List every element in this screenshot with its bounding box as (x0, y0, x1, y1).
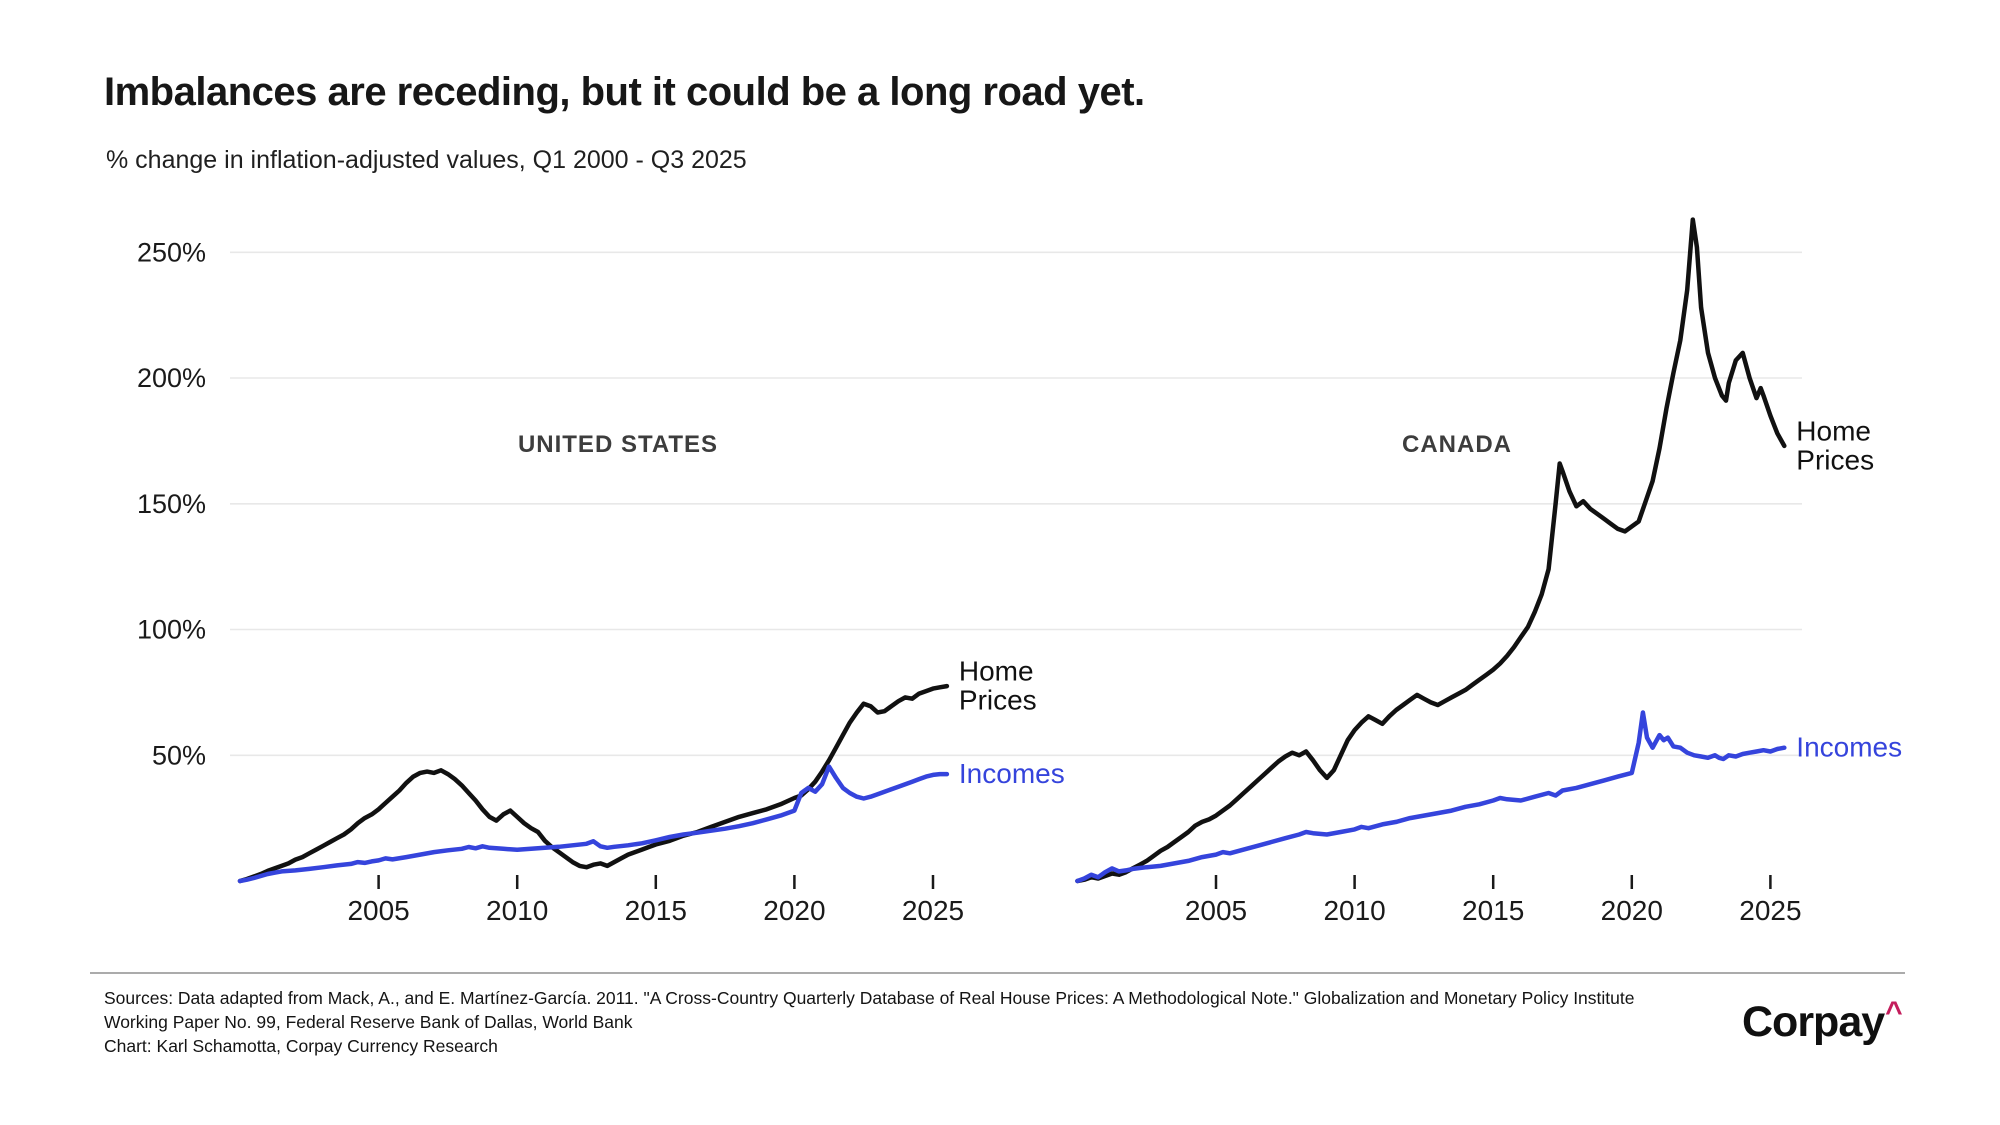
svg-text:2020: 2020 (1601, 895, 1663, 926)
footer-credit-line: Chart: Karl Schamotta, Corpay Currency R… (104, 1036, 498, 1056)
svg-text:2005: 2005 (347, 895, 409, 926)
svg-text:Home: Home (959, 656, 1034, 687)
svg-text:50%: 50% (152, 740, 206, 770)
svg-text:UNITED STATES: UNITED STATES (518, 431, 718, 458)
svg-text:2010: 2010 (1323, 895, 1385, 926)
corpay-logo: Corpay^ (1742, 996, 1903, 1047)
svg-text:250%: 250% (137, 237, 206, 267)
svg-text:Incomes: Incomes (959, 758, 1065, 789)
svg-text:2025: 2025 (1739, 895, 1801, 926)
footer-separator (90, 972, 1905, 974)
svg-text:2020: 2020 (763, 895, 825, 926)
logo-caret: ^ (1885, 996, 1903, 1029)
svg-text:150%: 150% (137, 489, 206, 519)
svg-text:Incomes: Incomes (1796, 732, 1902, 763)
svg-text:2005: 2005 (1185, 895, 1247, 926)
svg-text:Prices: Prices (1796, 444, 1874, 475)
svg-text:Prices: Prices (959, 685, 1037, 716)
footer-sources-line-1: Sources: Data adapted from Mack, A., and… (104, 988, 1635, 1008)
svg-text:2015: 2015 (625, 895, 687, 926)
svg-text:2010: 2010 (486, 895, 548, 926)
svg-text:100%: 100% (137, 615, 206, 645)
logo-text: Corpay (1742, 998, 1885, 1046)
svg-text:Home: Home (1796, 415, 1871, 446)
svg-text:CANADA: CANADA (1402, 431, 1512, 458)
svg-text:200%: 200% (137, 363, 206, 393)
svg-text:2025: 2025 (902, 895, 964, 926)
footer-sources-line-2: Working Paper No. 99, Federal Reserve Ba… (104, 1012, 633, 1032)
svg-text:2015: 2015 (1462, 895, 1524, 926)
page-subtitle: % change in inflation-adjusted values, Q… (106, 146, 747, 174)
page-title: Imbalances are receding, but it could be… (104, 70, 1145, 114)
footer-notes: Sources: Data adapted from Mack, A., and… (104, 986, 1634, 1058)
